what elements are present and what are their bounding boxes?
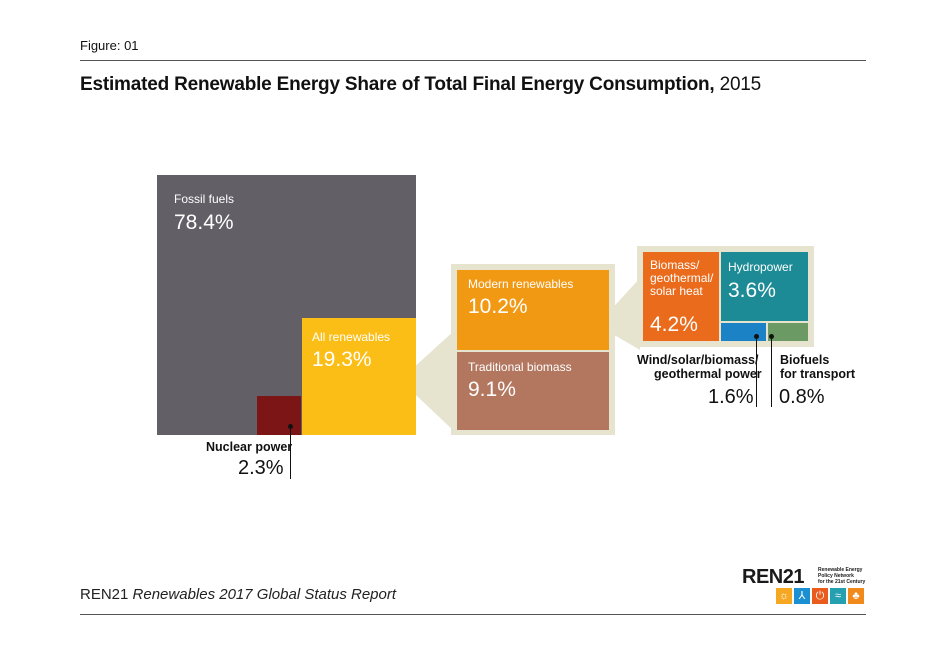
wave-icon: ≈ [830,588,846,604]
ren21-logo: REN21 Renewable Energy Policy Network fo… [742,566,866,606]
logo-word: REN [742,566,783,588]
segment-traditional-biomass [457,352,609,430]
logo-icons: ☼ ⅄ ⏻ ≈ ♣ [776,588,866,604]
logo-tagline-2: Policy Network [818,573,854,579]
biofuels-value: 0.8% [779,386,825,408]
segment-nuclear-power [257,396,301,435]
leaf-icon: ♣ [848,588,864,604]
logo-tagline-1: Renewable Energy [818,567,863,573]
callout-wedge-modern [597,278,640,350]
nuclear-value: 2.3% [238,457,284,479]
sun-icon: ☼ [776,588,792,604]
segment-heat [643,252,719,341]
heat-label-2: geothermal/ [650,271,714,285]
renewables-value: 19.3% [312,348,372,371]
power-value: 1.6% [708,386,754,408]
power-label-2: geothermal power [654,367,762,381]
power-marker [754,334,759,339]
fossil-value: 78.4% [174,211,234,234]
chart-title: Estimated Renewable Energy Share of Tota… [80,74,761,96]
hydro-value: 3.6% [728,279,776,302]
hydro-label: Hydropower [728,260,793,274]
logo-tagline: Renewable Energy Policy Network for the … [818,567,865,585]
bottom-rule [80,614,866,615]
power-label-1: Wind/solar/biomass/ [637,353,759,367]
traditional-label: Traditional biomass [468,360,572,374]
modern-value: 10.2% [468,295,528,318]
biofuels-label-2: for transport [780,367,855,381]
nuclear-marker [288,424,293,429]
segment-biofuels [768,323,808,341]
modern-label: Modern renewables [468,277,574,291]
chart-title-main: Estimated Renewable Energy Share of Tota… [80,74,715,95]
segment-hydropower [721,252,808,321]
power-leader [756,337,757,407]
biofuels-marker [769,334,774,339]
heat-value: 4.2% [650,313,698,336]
chart-title-year: 2015 [719,74,762,95]
segment-modern-renewables [457,270,609,350]
fossil-label: Fossil fuels [174,192,235,206]
top-rule [80,60,866,61]
footer-report: Renewables 2017 Global Status Report [132,586,397,603]
biofuels-label-1: Biofuels [780,353,830,367]
logo-number: 21 [782,566,805,588]
callout-wedge-renewables [400,330,455,432]
segment-all-renewables [302,318,416,435]
nuclear-leader [290,427,291,479]
heat-label-3: solar heat [650,284,703,298]
traditional-value: 9.1% [468,378,516,401]
footer-org: REN21 [80,586,129,603]
segment-power [721,323,766,341]
wind-icon: ⅄ [794,588,810,604]
renewables-label: All renewables [312,330,391,344]
footer-citation: REN21 Renewables 2017 Global Status Repo… [80,586,396,603]
heat-label-1: Biomass/ [650,258,700,272]
biofuels-leader [771,337,772,407]
logo-tagline-3: for the 21st Century [818,579,866,585]
power-icon: ⏻ [812,588,828,604]
nuclear-label: Nuclear power [206,440,293,454]
figure-label: Figure: 01 [80,38,139,53]
logo-wordmark: REN21 [742,566,804,588]
